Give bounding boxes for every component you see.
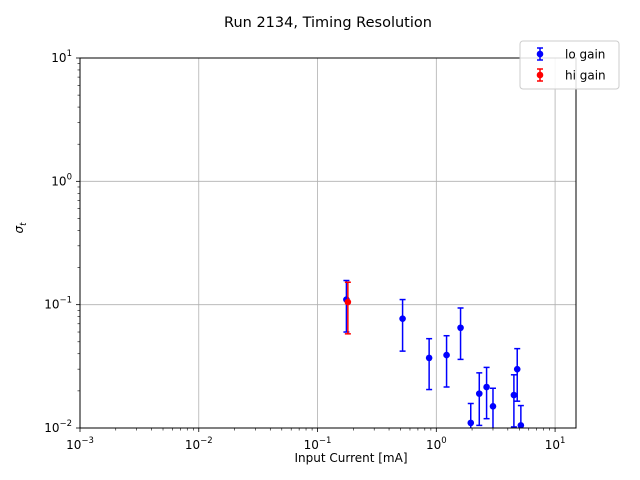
data-point — [467, 419, 475, 427]
legend-label: hi gain — [565, 69, 606, 83]
y-axis-label-symbol: σ — [12, 225, 26, 233]
legend-item-lo-gain: lo gain — [536, 47, 605, 62]
data-point — [475, 390, 483, 397]
legend-label: lo gain — [565, 48, 605, 62]
y-tick-label-base: 10 — [44, 421, 59, 435]
legend-box — [519, 40, 620, 90]
data-point — [344, 298, 352, 306]
y-tick-label-exponent: −2 — [59, 419, 72, 429]
y-tick-label-base: 10 — [51, 51, 66, 65]
data-point — [399, 315, 406, 322]
y-axis-label-subscript: t — [19, 222, 29, 226]
data-point — [513, 365, 521, 373]
x-tick-label: 100 — [426, 436, 447, 452]
x-tick-label-exponent: −3 — [81, 436, 94, 446]
data-point — [489, 402, 497, 410]
x-tick-label-exponent: −1 — [319, 436, 332, 446]
major-ticks — [76, 57, 556, 432]
data-point — [510, 391, 518, 399]
y-tick-label: 101 — [51, 49, 72, 65]
legend-marker — [536, 71, 544, 79]
x-tick-label: 10−2 — [185, 436, 213, 452]
series-lo-gain — [343, 279, 525, 428]
x-tick-label-exponent: −2 — [200, 436, 213, 446]
y-tick-label: 10−2 — [44, 419, 72, 435]
legend-items: lo gain hi gain — [536, 47, 606, 83]
x-tick-label-base: 10 — [185, 438, 200, 452]
x-tick-label-base: 10 — [66, 438, 81, 452]
y-tick-label: 100 — [51, 172, 72, 188]
legend: lo gain hi gain — [519, 40, 620, 90]
y-tick-label-exponent: 0 — [67, 172, 72, 182]
data-series — [343, 279, 525, 428]
x-tick-label-exponent: 0 — [441, 436, 446, 446]
x-tick-label: 101 — [545, 436, 566, 452]
chart-title: Run 2134, Timing Resolution — [224, 15, 432, 31]
x-tick-label-base: 10 — [545, 438, 560, 452]
x-tick-labels: 10−3 10−2 10−1 100 101 — [66, 436, 565, 452]
x-tick-label-exponent: 1 — [560, 436, 565, 446]
data-point — [457, 324, 464, 332]
series-hi-gain — [344, 281, 352, 335]
x-tick-label-base: 10 — [426, 438, 441, 452]
plot-frame — [79, 57, 577, 429]
y-tick-label-base: 10 — [51, 174, 66, 188]
y-tick-label: 10−1 — [44, 296, 72, 312]
x-axis-label: Input Current [mA] — [294, 451, 407, 465]
y-tick-label-base: 10 — [44, 298, 59, 312]
y-tick-label-exponent: −1 — [59, 296, 72, 306]
clipped-series — [343, 279, 525, 428]
data-point — [443, 351, 450, 359]
y-axis-label: σt — [12, 222, 29, 234]
x-tick-label-base: 10 — [304, 438, 319, 452]
y-tick-label-exponent: 1 — [67, 49, 72, 59]
legend-marker — [536, 50, 544, 58]
x-tick-label: 10−1 — [304, 436, 332, 452]
data-point — [483, 383, 490, 391]
plot-area — [80, 58, 576, 428]
x-tick-label: 10−3 — [66, 436, 94, 452]
data-point — [425, 354, 433, 362]
data-point — [517, 422, 525, 428]
legend-item-hi-gain: hi gain — [536, 68, 606, 83]
